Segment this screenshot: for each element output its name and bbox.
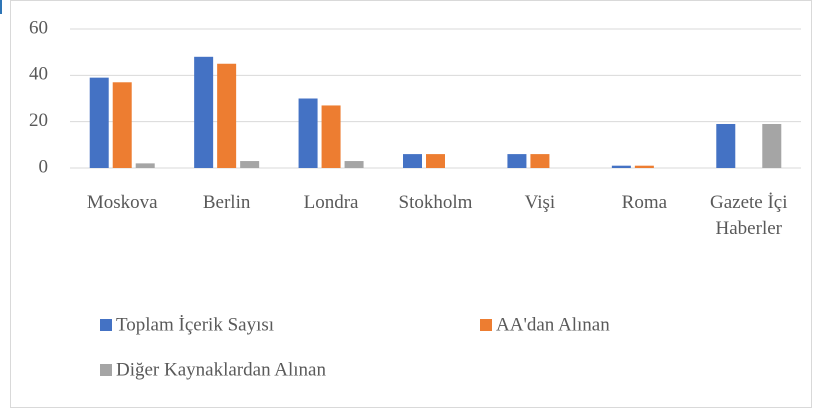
x-tick-label: Vişi xyxy=(524,192,556,213)
bar xyxy=(716,123,736,168)
bar xyxy=(530,154,550,168)
y-tick-label: 40 xyxy=(29,64,48,85)
x-tick-label: Stokholm xyxy=(398,192,473,213)
bar xyxy=(321,105,341,168)
legend-label: Diğer Kaynaklardan Alınan xyxy=(116,359,326,380)
x-tick-label: Moskova xyxy=(86,192,158,213)
x-tick-label: Berlin xyxy=(202,192,251,213)
x-tick-label: Roma xyxy=(621,192,668,213)
chart-border xyxy=(10,0,812,408)
legend-swatch xyxy=(480,319,492,331)
bar xyxy=(112,82,132,168)
bar xyxy=(194,56,214,168)
legend-label: Toplam İçerik Sayısı xyxy=(116,314,274,335)
bar xyxy=(344,161,364,168)
bar xyxy=(89,77,109,168)
y-tick-label: 20 xyxy=(29,110,48,131)
bar xyxy=(403,154,422,168)
y-tick-label: 60 xyxy=(29,17,48,38)
legend-swatch xyxy=(100,364,112,376)
legend-label: AA'dan Alınan xyxy=(496,314,610,335)
bar xyxy=(426,154,445,168)
bar xyxy=(298,98,318,168)
bar xyxy=(217,63,237,168)
bar xyxy=(135,163,155,168)
bar xyxy=(634,165,654,168)
bar xyxy=(611,165,631,168)
bar xyxy=(240,161,260,168)
legend-swatch xyxy=(100,319,112,331)
x-tick-label: Gazete İçi Haberler xyxy=(710,192,788,239)
x-tick-label: Londra xyxy=(303,192,359,213)
bar xyxy=(762,123,782,168)
bar xyxy=(507,154,527,168)
y-tick-label: 0 xyxy=(39,156,49,177)
